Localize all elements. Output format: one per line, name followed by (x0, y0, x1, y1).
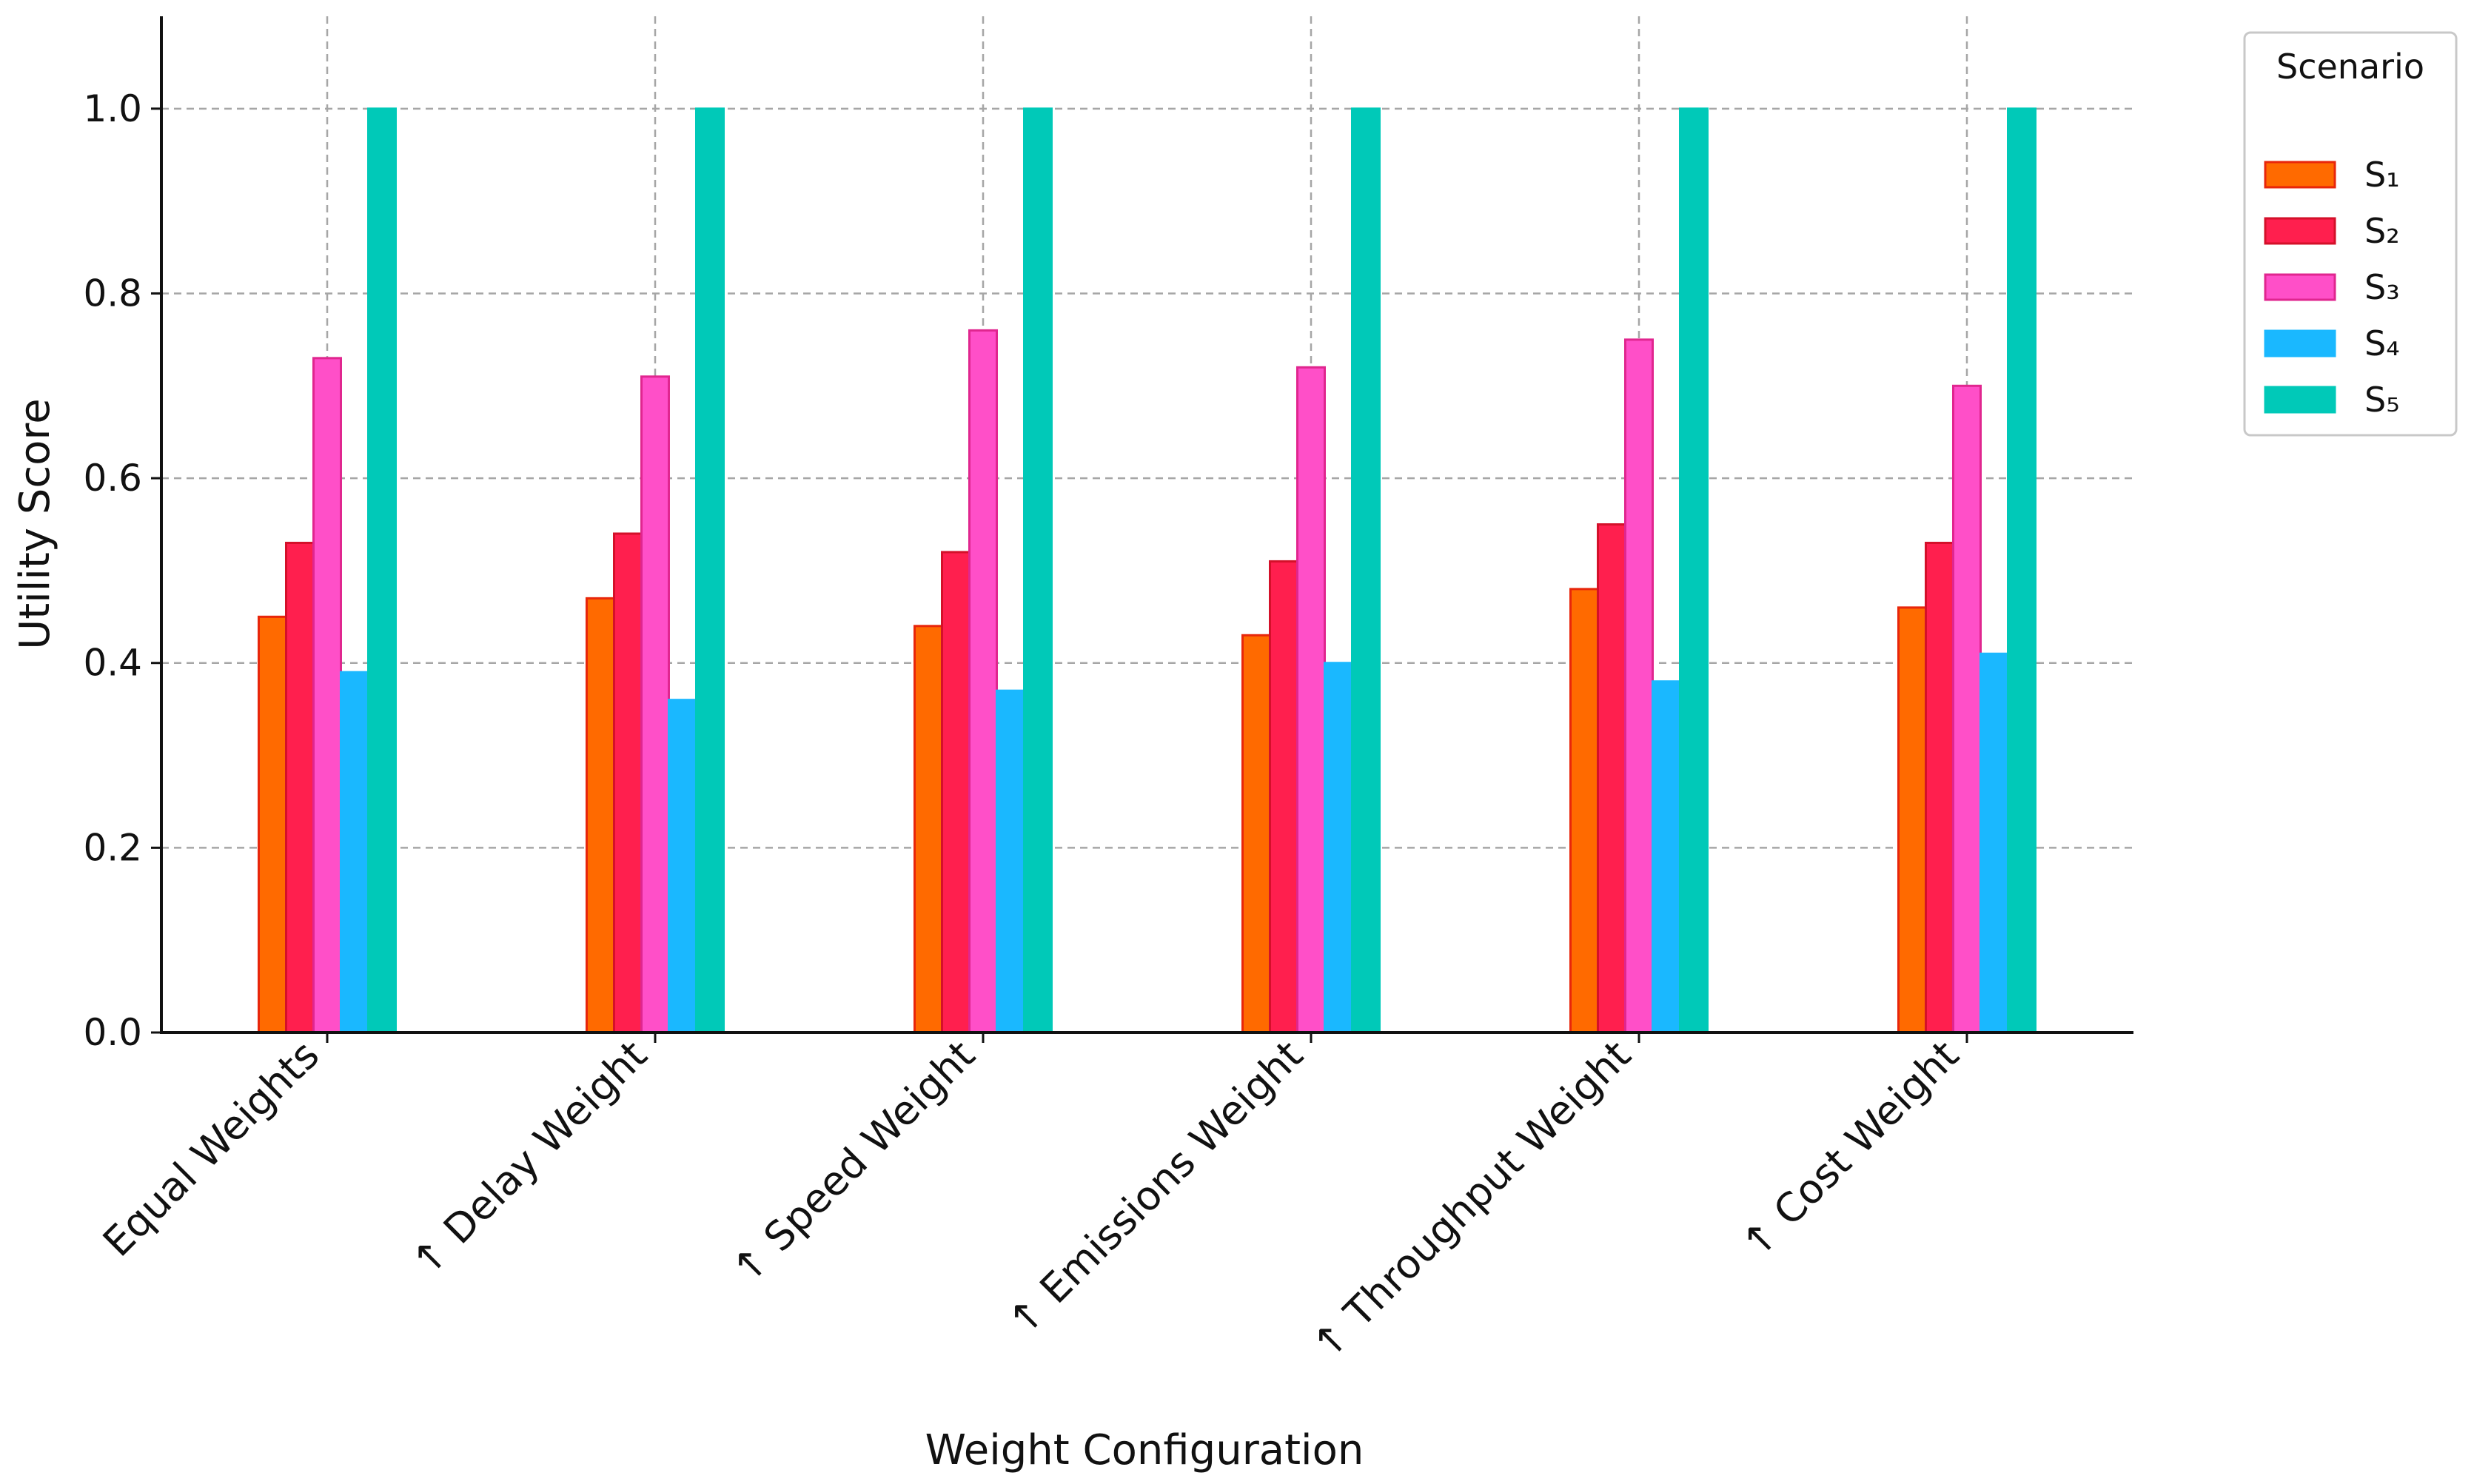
bar (285, 541, 315, 1034)
legend-swatch (2264, 161, 2336, 189)
legend-label: S₅ (2364, 380, 2400, 420)
bar (1979, 652, 2009, 1034)
bar (1952, 384, 1982, 1034)
x-tick-label: ↑ Speed Weight (723, 1032, 985, 1294)
x-tick-label: ↑ Throughput Weight (1303, 1032, 1640, 1369)
bar (1569, 588, 1599, 1034)
bar (941, 551, 971, 1034)
legend-label: S₄ (2364, 323, 2400, 363)
bar (695, 107, 725, 1034)
bar (668, 699, 697, 1034)
bar (1269, 560, 1298, 1034)
legend-label: S₁ (2364, 155, 2400, 195)
legend-items: S₁ S₂ S₃ S₄ S₅ (2264, 155, 2400, 420)
bar (1296, 366, 1326, 1034)
bar (340, 671, 369, 1034)
legend-swatch (2264, 217, 2336, 245)
x-tick-labels: Equal Weights ↑ Delay Weight ↑ Speed Weigh… (94, 1032, 1968, 1369)
bar (1679, 107, 1709, 1034)
x-tick-label: ↑ Emissions Weight (999, 1032, 1313, 1346)
bar (996, 689, 1025, 1034)
bar (2007, 107, 2036, 1034)
grid-lines (161, 16, 2133, 1033)
y-tick-label: 0.4 (83, 642, 142, 685)
legend-swatch (2264, 273, 2336, 301)
bar (1324, 662, 1353, 1034)
y-axis-label: Utility Score (11, 398, 59, 649)
bar (640, 375, 670, 1034)
bar (1597, 523, 1626, 1034)
bar (258, 615, 287, 1034)
bar (913, 625, 943, 1034)
bar (367, 107, 397, 1034)
y-tick-label: 0.0 (83, 1011, 142, 1054)
y-tick-label: 0.8 (83, 272, 142, 315)
legend-label: S₂ (2364, 211, 2400, 251)
legend-swatch (2264, 386, 2336, 414)
legend-swatch (2264, 329, 2336, 357)
bar (1652, 680, 1681, 1034)
y-tick-label: 0.6 (83, 457, 142, 500)
bar (312, 357, 342, 1034)
x-tick-label: ↑ Delay Weight (402, 1032, 656, 1286)
bar (1351, 107, 1381, 1034)
y-tick-label: 0.2 (83, 826, 142, 869)
legend-title: Scenario (2276, 47, 2424, 87)
x-tick-label: Equal Weights (94, 1032, 328, 1266)
y-tick-labels: 0.0 0.2 0.4 0.6 0.8 1.0 (83, 87, 142, 1054)
bar (1925, 541, 1954, 1034)
x-axis-label: Weight Configuration (925, 1426, 1364, 1474)
legend: Scenario S₁ S₂ S₃ S₄ S₅ (2243, 31, 2458, 437)
x-tick-label: ↑ Cost Weight (1732, 1032, 1968, 1268)
y-tick-label: 1.0 (83, 87, 142, 130)
bar (1241, 634, 1271, 1034)
bar (586, 597, 615, 1034)
bars (258, 107, 2036, 1034)
bar (1624, 338, 1654, 1034)
bar (1897, 606, 1927, 1034)
bar (968, 329, 998, 1034)
axes (151, 16, 2133, 1043)
bar (1023, 107, 1053, 1034)
legend-label: S₃ (2364, 267, 2400, 307)
bar (613, 532, 643, 1034)
